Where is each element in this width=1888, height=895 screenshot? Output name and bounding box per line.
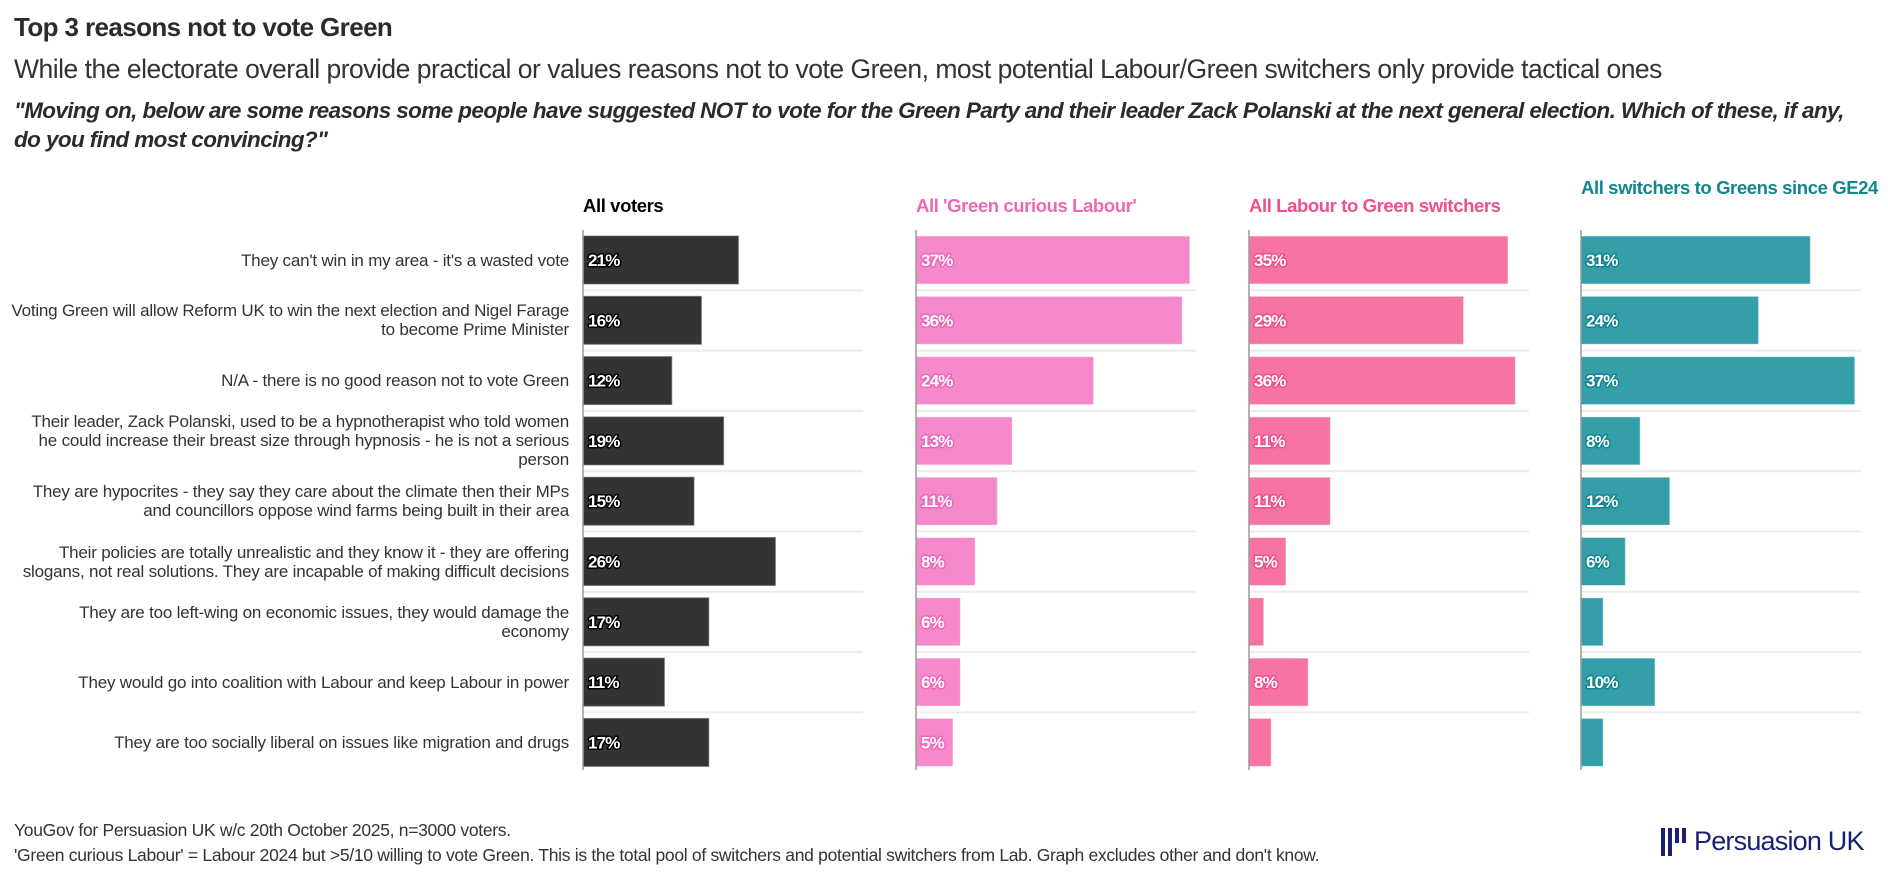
bar-value-label: 10% — [1586, 673, 1618, 692]
bar-value-label: 8% — [1254, 673, 1278, 692]
bar-value-label: 17% — [588, 733, 620, 752]
bar-series-2-row-4 — [915, 416, 1013, 466]
bar-series-3-row-6 — [1248, 537, 1287, 586]
bar-series-3-row-9 — [1248, 717, 1272, 767]
bar-series-1-row-4 — [582, 416, 725, 466]
bar-value-label: 31% — [1586, 251, 1618, 270]
bar-series-3-row-1 — [1248, 235, 1509, 285]
bar-series-4-row-7 — [1580, 597, 1604, 647]
bar-series-1-row-8 — [582, 657, 665, 707]
bar-value-label: 17% — [588, 613, 620, 632]
bar-series-3-row-7 — [1248, 597, 1265, 647]
bar-value-label: 21% — [588, 251, 620, 270]
bar-value-label: 29% — [1254, 311, 1286, 330]
category-label: They are too socially liberal on issues … — [114, 732, 569, 752]
persuasion-uk-logo: Persuasion UK — [1661, 826, 1865, 857]
chart-subtitle: While the electorate overall provide pra… — [14, 54, 1662, 84]
bar-series-4-row-3 — [1580, 356, 1856, 406]
panel-title-2: All 'Green curious Labour' — [916, 195, 1137, 216]
bar-value-label: 11% — [588, 673, 619, 692]
category-label: They are hypocrites - they say they care… — [32, 482, 569, 521]
bar-value-label: 8% — [1586, 432, 1610, 451]
bar-series-1-row-7 — [582, 597, 710, 647]
bar-value-label: 36% — [921, 311, 953, 330]
category-label: Their policies are totally unrealistic a… — [22, 542, 569, 581]
bar-series-1-row-2 — [582, 295, 702, 345]
persuasion-bars-icon — [1661, 827, 1686, 856]
category-label: N/A - there is no good reason not to vot… — [221, 371, 569, 391]
bar-series-2-row-7 — [915, 597, 961, 647]
bar-value-label: 6% — [1586, 553, 1610, 572]
bar-series-2-row-1 — [915, 235, 1191, 285]
category-label: They are too left-wing on economic issue… — [79, 602, 569, 641]
footer-source: YouGov for Persuasion UK w/c 20th Octobe… — [14, 820, 511, 840]
bar-series-3-row-4 — [1248, 416, 1331, 466]
bar-value-label: 37% — [921, 251, 953, 270]
category-label: They can't win in my area - it's a waste… — [241, 250, 569, 270]
bar-value-label: 35% — [1254, 251, 1286, 270]
panel-title-4: All switchers to Greens since GE24 — [1581, 177, 1878, 198]
bar-series-4-row-1 — [1580, 235, 1811, 285]
bar-series-2-row-5 — [915, 476, 998, 526]
footer-note: 'Green curious Labour' = Labour 2024 but… — [14, 845, 1320, 865]
bar-value-label: 37% — [1586, 372, 1618, 391]
bar-series-3-row-5 — [1248, 476, 1331, 526]
chart-title: Top 3 reasons not to vote Green — [14, 12, 393, 42]
bar-series-3-row-8 — [1248, 657, 1309, 707]
bar-value-label: 12% — [1586, 492, 1618, 511]
bar-series-2-row-3 — [915, 356, 1095, 406]
bar-series-2-row-6 — [915, 537, 976, 586]
bar-value-label: 24% — [1586, 311, 1618, 330]
bar-series-4-row-2 — [1580, 295, 1760, 345]
bar-series-2-row-9 — [915, 717, 954, 767]
bar-value-label: 12% — [588, 372, 620, 391]
category-label: Voting Green will allow Reform UK to win… — [11, 301, 569, 340]
bar-value-label: 6% — [921, 613, 945, 632]
bar-series-2-row-8 — [915, 657, 961, 707]
bar-value-label: 24% — [921, 372, 953, 391]
bar-value-label: 6% — [921, 673, 945, 692]
bar-series-1-row-5 — [582, 476, 695, 526]
bar-value-label: 19% — [588, 432, 620, 451]
bar-value-label: 11% — [921, 492, 952, 511]
bar-value-label: 5% — [921, 733, 945, 752]
bar-value-label: 26% — [588, 553, 620, 572]
bar-series-1-row-1 — [582, 235, 739, 285]
bar-value-label: 11% — [1254, 492, 1285, 511]
bar-value-label: 11% — [1254, 432, 1285, 451]
bar-value-label: 16% — [588, 311, 620, 330]
bar-value-label: 15% — [588, 492, 620, 511]
category-label: Their leader, Zack Polanski, used to be … — [31, 412, 569, 470]
bar-value-label: 8% — [921, 553, 945, 572]
bar-value-label: 36% — [1254, 372, 1286, 391]
survey-question: "Moving on, below are some reasons some … — [14, 98, 1844, 152]
bar-series-2-row-2 — [915, 295, 1183, 345]
logo-text: Persuasion UK — [1694, 826, 1865, 856]
bar-value-label: 5% — [1254, 553, 1278, 572]
panel-title-1: All voters — [583, 195, 664, 216]
panel-title-3: All Labour to Green switchers — [1249, 195, 1501, 216]
bar-series-4-row-8 — [1580, 657, 1656, 707]
bar-series-4-row-9 — [1580, 717, 1604, 767]
category-label: They would go into coalition with Labour… — [78, 672, 569, 692]
bar-series-1-row-3 — [582, 356, 673, 406]
bar-series-1-row-9 — [582, 717, 710, 767]
bar-series-3-row-3 — [1248, 356, 1516, 406]
bar-value-label: 13% — [921, 432, 953, 451]
bar-series-1-row-6 — [582, 537, 776, 586]
bar-series-4-row-4 — [1580, 416, 1641, 466]
